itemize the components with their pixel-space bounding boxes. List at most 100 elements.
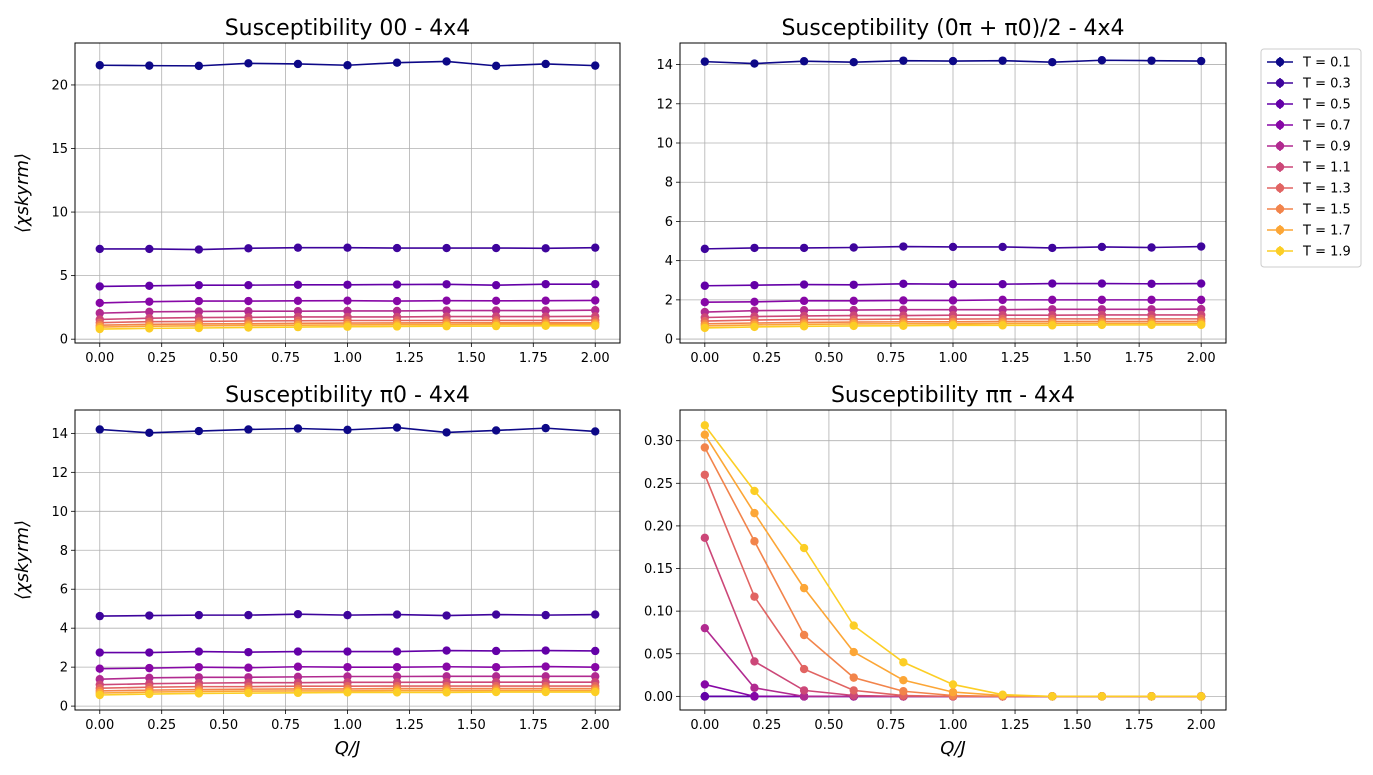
legend-marker: [1275, 204, 1285, 214]
axes-frame: [679, 42, 1227, 344]
x-tick-label: 0.00: [85, 351, 114, 366]
data-point: [95, 425, 104, 434]
x-axis-label: Q/J: [940, 738, 966, 759]
chart-panel-1: 0.00 0.25 0.50 0.75 1.00 1.25 1.50 1.75 2.00 0 5 10…: [12, 16, 621, 366]
data-point: [700, 623, 710, 633]
legend-item: T = 0.3: [1267, 77, 1351, 92]
data-point: [799, 630, 809, 640]
x-tick-label: 0.50: [814, 351, 843, 366]
data-point: [442, 672, 451, 681]
data-point: [392, 322, 402, 331]
data-point: [442, 646, 451, 655]
data-point: [948, 279, 958, 289]
data-point: [799, 583, 809, 593]
data-point: [591, 296, 600, 305]
x-tick-label: 1.00: [333, 718, 362, 733]
data-point: [392, 647, 402, 656]
data-point: [541, 687, 550, 697]
axes-frame: [74, 42, 621, 344]
data-point: [899, 296, 908, 305]
data-point: [541, 306, 550, 315]
data-point: [1097, 56, 1107, 65]
data-point: [541, 321, 550, 331]
legend-marker: [1275, 120, 1285, 130]
data-point: [998, 295, 1007, 305]
data-point: [700, 244, 710, 254]
data-point: [145, 244, 154, 254]
data-point: [244, 663, 253, 672]
data-point: [799, 322, 809, 331]
data-point: [700, 680, 710, 689]
data-point: [1097, 242, 1107, 252]
legend-item: T = 1.7: [1267, 224, 1351, 239]
x-tick-label: 2.00: [581, 718, 610, 733]
x-tick-label: 0.75: [271, 351, 300, 366]
legend-marker: [1275, 141, 1285, 151]
y-tick-label: 6: [665, 215, 673, 230]
x-tick-label: 1.00: [333, 351, 362, 366]
data-point: [145, 324, 154, 333]
data-point: [541, 59, 550, 69]
data-point: [591, 61, 600, 70]
y-tick-label: 14: [656, 58, 673, 73]
data-point: [799, 280, 809, 289]
y-axis-label: ⟨χskyrm⟩: [12, 153, 33, 233]
chart-panel-4: 0.00 0.25 0.50 0.75 1.00 1.25 1.50 1.75 2.00 0.00…: [644, 383, 1227, 759]
data-point: [1196, 692, 1206, 701]
legend: T = 0.1 T = 0.3 T = 0.5 T = 0.7 T = 0.9 T = 1…: [1260, 48, 1362, 268]
data-point: [293, 672, 303, 682]
x-tick-label: 0.00: [690, 718, 719, 733]
data-point: [95, 61, 104, 70]
data-point: [1147, 295, 1156, 305]
x-axis-label: Q/J: [335, 738, 361, 759]
legend-item: T = 0.5: [1267, 98, 1351, 113]
data-point: [899, 279, 908, 288]
y-tick-label: 0.10: [644, 605, 673, 620]
data-point: [799, 664, 809, 674]
x-tick-label: 0.75: [876, 351, 905, 366]
legend-label: T = 1.3: [1302, 182, 1351, 197]
legend-item: T = 1.3: [1267, 182, 1351, 197]
data-point: [700, 323, 710, 333]
y-tick-label: 8: [665, 176, 673, 191]
data-point: [799, 692, 809, 701]
data-point: [591, 662, 600, 672]
data-point: [95, 690, 104, 700]
data-point: [194, 662, 204, 672]
data-point: [750, 322, 759, 332]
legend-label: T = 0.1: [1302, 56, 1351, 71]
x-tick-label: 0.25: [752, 718, 781, 733]
x-tick-label: 0.25: [147, 718, 176, 733]
data-point: [591, 687, 600, 697]
data-point: [899, 56, 908, 65]
data-point: [1048, 295, 1057, 305]
data-point: [1048, 321, 1057, 330]
data-point: [998, 690, 1007, 699]
data-point: [95, 244, 104, 254]
data-point: [591, 243, 600, 252]
data-point: [750, 59, 759, 68]
x-tick-label: 1.50: [457, 718, 486, 733]
data-point: [541, 423, 550, 433]
x-tick-label: 1.75: [1125, 718, 1154, 733]
data-point: [1147, 320, 1156, 330]
data-point: [343, 296, 352, 305]
data-point: [998, 279, 1007, 289]
x-tick-label: 1.00: [939, 351, 968, 366]
data-point: [95, 611, 104, 621]
data-point: [145, 673, 154, 683]
data-point: [541, 610, 550, 620]
data-point: [194, 426, 204, 436]
data-point: [244, 688, 253, 698]
data-point: [95, 308, 104, 318]
y-tick-label: 0.30: [644, 434, 673, 449]
data-point: [244, 280, 253, 290]
legend-marker: [1275, 57, 1285, 67]
data-point: [392, 280, 402, 289]
legend-label: T = 1.7: [1302, 224, 1351, 239]
chart-title: Susceptibility 00 - 4x4: [225, 16, 471, 41]
panels: 0.00 0.25 0.50 0.75 1.00 1.25 1.50 1.75 2.00 0 5 10…: [12, 16, 1227, 759]
chart-title: Susceptibility π0 - 4x4: [225, 383, 470, 408]
data-point: [591, 321, 600, 331]
data-point: [145, 428, 154, 437]
